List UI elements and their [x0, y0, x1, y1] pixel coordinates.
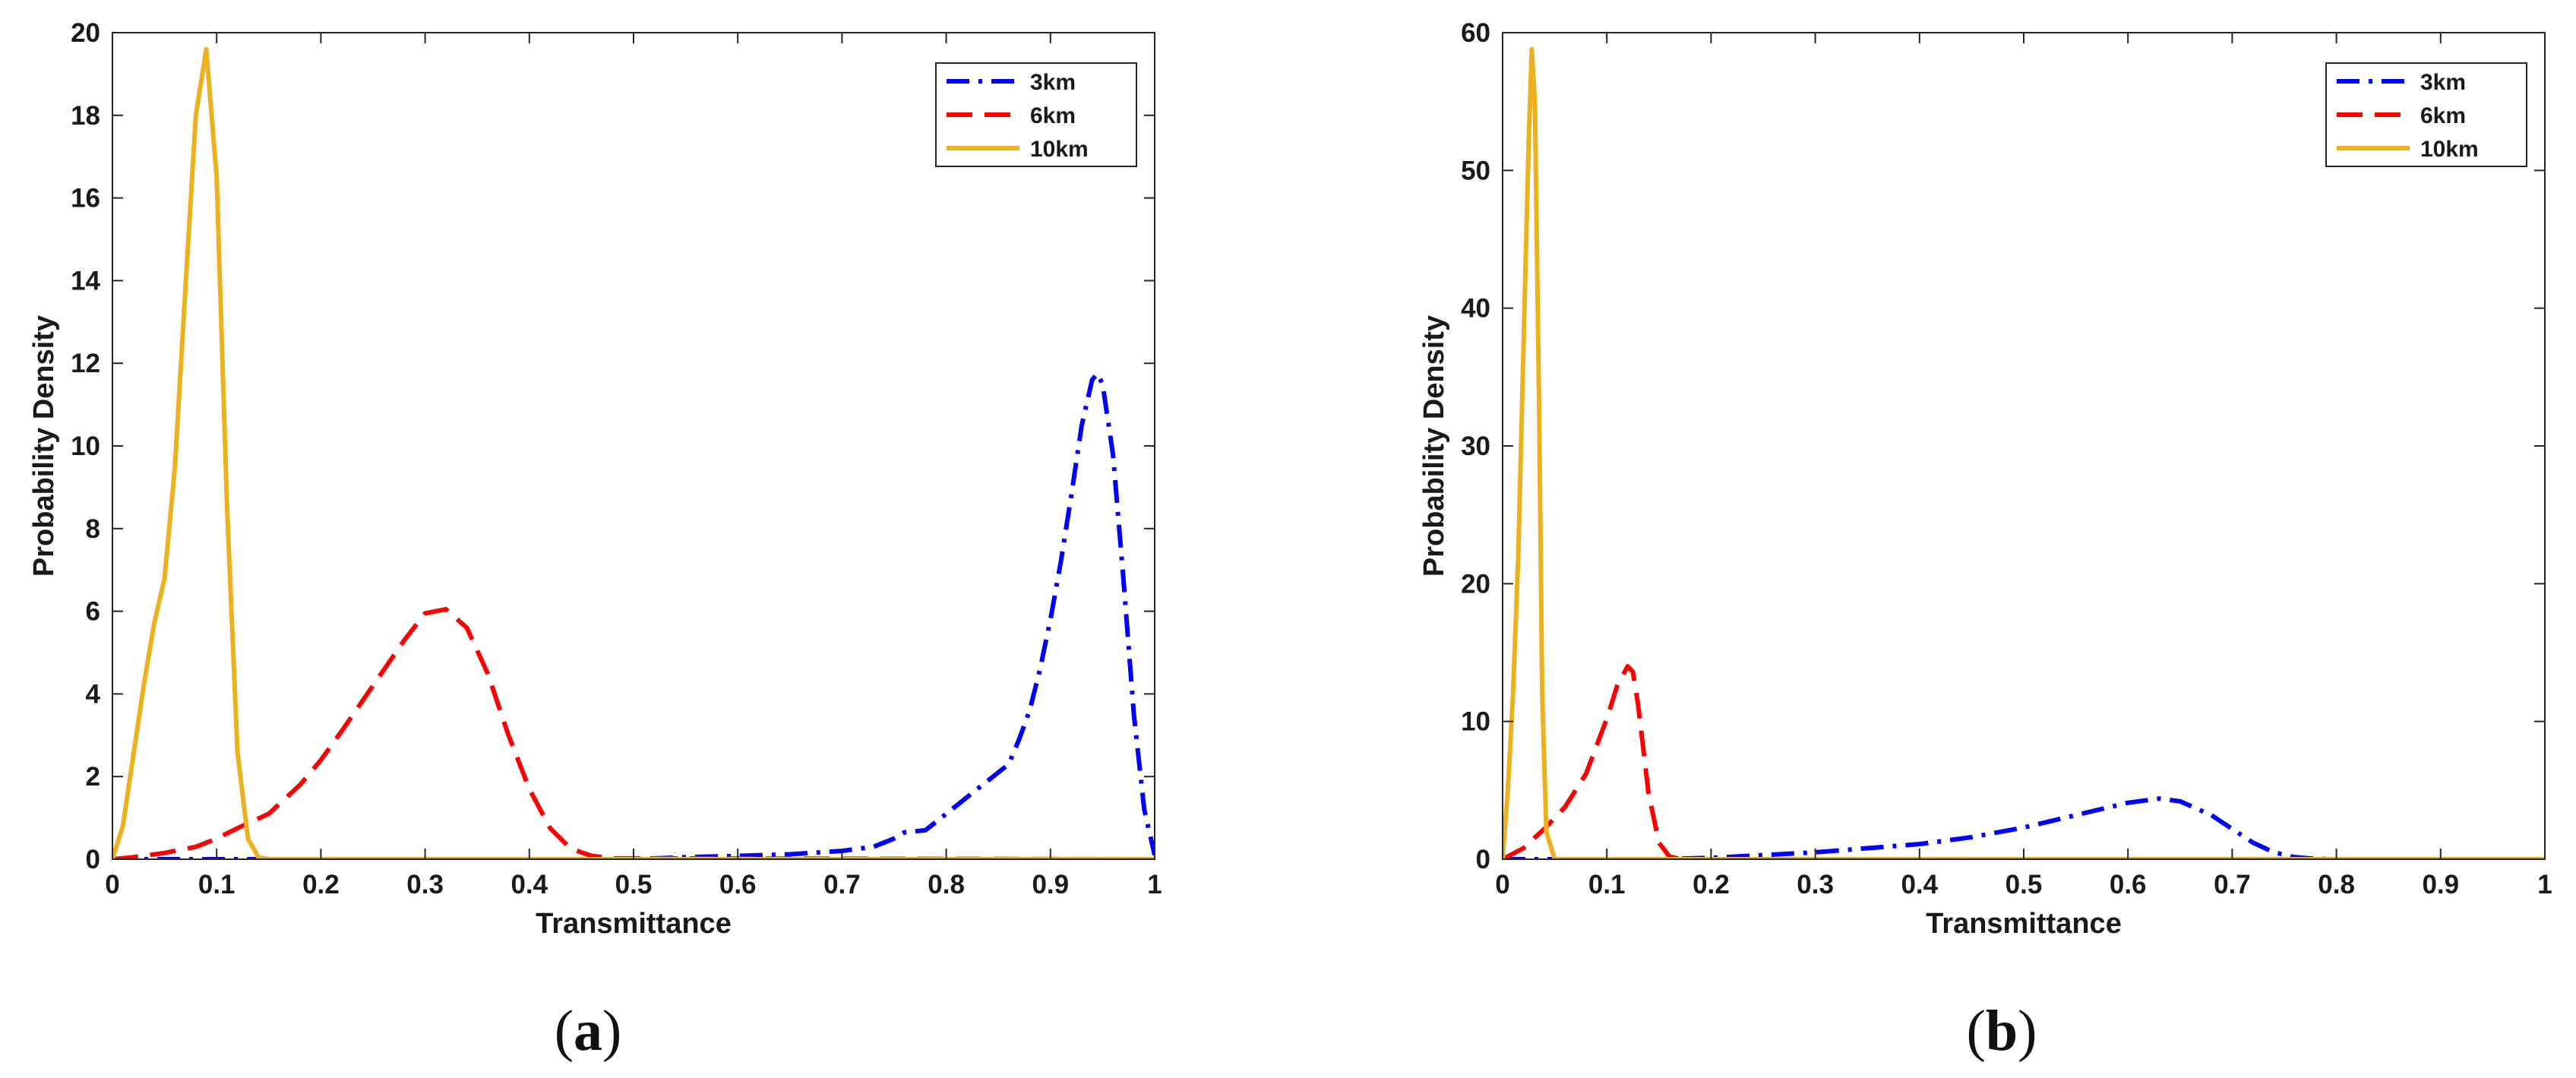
legend-label-3km: 3km — [1030, 70, 1076, 95]
y-tick-label: 16 — [71, 184, 100, 213]
y-tick-label: 10 — [71, 432, 100, 461]
series-group — [112, 46, 1155, 859]
x-tick-label: 0.2 — [302, 870, 340, 899]
caption-paren-close: ) — [602, 999, 621, 1063]
caption-letter: b — [1986, 999, 2018, 1063]
caption-paren-open: ( — [1967, 999, 1986, 1063]
legend-label-3km: 3km — [2420, 70, 2466, 95]
x-tick-label: 0.9 — [2422, 870, 2459, 899]
x-tick-label: 0.9 — [1032, 870, 1069, 899]
y-tick-label: 20 — [1461, 569, 1490, 599]
y-tick-label: 6 — [86, 597, 100, 627]
y-tick-label: 2 — [86, 762, 100, 792]
x-axis-label: Transmittance — [1926, 908, 2122, 940]
x-tick-label: 0.1 — [198, 870, 235, 899]
legend-label-6km: 6km — [2420, 103, 2466, 128]
series-line-6km — [1503, 664, 2545, 859]
caption-paren-open: ( — [555, 999, 574, 1063]
x-tick-label: 0.6 — [2110, 870, 2147, 899]
y-tick-label: 18 — [71, 101, 100, 131]
caption-paren-close: ) — [2018, 999, 2037, 1063]
x-tick-label: 0.3 — [1797, 870, 1834, 899]
x-axis-label: Transmittance — [536, 908, 732, 940]
y-axis-label: Probability Density — [28, 315, 60, 577]
y-tick-label: 12 — [71, 349, 100, 378]
panel-caption: (a) — [555, 999, 622, 1063]
x-tick-label: 0.6 — [719, 870, 757, 899]
y-tick-label: 20 — [71, 18, 100, 48]
x-tick-label: 1 — [1147, 870, 1162, 899]
y-axis-label: Probability Density — [1418, 315, 1450, 577]
legend: 3km 6km 10km — [935, 62, 1137, 167]
legend-label-10km: 10km — [2420, 137, 2479, 162]
x-tick-label: 0.3 — [406, 870, 444, 899]
chart-panel-a: 0 0.1 0.2 0.3 0.4 0.5 0.6 0.7 0.8 0.9 102468101214… — [28, 18, 1162, 1063]
y-tick-label: 40 — [1461, 294, 1490, 324]
y-tick-label: 50 — [1461, 156, 1490, 185]
y-tick-label: 14 — [71, 266, 100, 296]
x-tick-label: 0.5 — [615, 870, 653, 899]
x-tick-label: 0.1 — [1588, 870, 1626, 899]
x-tick-label: 0.2 — [1693, 870, 1730, 899]
x-tick-label: 1 — [2537, 870, 2552, 899]
series-group — [1503, 46, 2545, 859]
legend: 3km 6km 10km — [2325, 62, 2527, 167]
x-tick-label: 0.5 — [2005, 870, 2043, 899]
chart-panel-b: 0 0.1 0.2 0.3 0.4 0.5 0.6 0.7 0.8 0.9 101020304050… — [1418, 18, 2552, 1063]
series-line-6km — [112, 606, 1155, 859]
x-tick-label: 0.7 — [823, 870, 861, 899]
legend-label-10km: 10km — [1030, 137, 1089, 162]
y-tick-label: 4 — [86, 679, 101, 709]
caption-letter: a — [574, 999, 602, 1063]
x-tick-label: 0.8 — [2318, 870, 2355, 899]
series-line-3km — [112, 371, 1155, 859]
series-line-10km — [112, 46, 1155, 859]
y-tick-label: 10 — [1461, 707, 1490, 737]
series-line-10km — [1503, 46, 2545, 859]
x-tick-label: 0 — [1495, 870, 1509, 899]
panel-caption: (b) — [1967, 999, 2037, 1063]
legend-label-6km: 6km — [1030, 103, 1076, 128]
series-line-3km — [1503, 796, 2545, 859]
x-tick-label: 0 — [105, 870, 119, 899]
x-tick-label: 0.7 — [2214, 870, 2251, 899]
y-tick-label: 0 — [86, 845, 100, 874]
y-tick-label: 0 — [1476, 845, 1490, 874]
y-tick-label: 8 — [86, 514, 100, 544]
x-tick-label: 0.8 — [928, 870, 965, 899]
y-tick-label: 60 — [1461, 18, 1490, 48]
x-tick-label: 0.4 — [1901, 870, 1938, 899]
y-tick-label: 30 — [1461, 432, 1490, 461]
x-tick-label: 0.4 — [510, 870, 548, 899]
